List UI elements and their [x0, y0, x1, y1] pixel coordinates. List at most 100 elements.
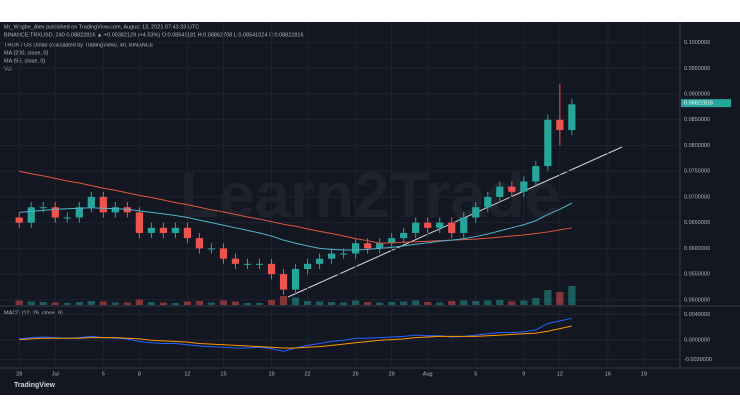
volume-bar — [87, 301, 95, 305]
y-tick-label: 0.0700000 — [684, 194, 710, 200]
volume-bar — [15, 300, 23, 305]
volume-bar — [39, 302, 47, 305]
candle-body — [532, 166, 540, 182]
candle-body — [327, 253, 336, 259]
volume-bar — [111, 302, 119, 305]
candle-body — [159, 227, 167, 233]
macd-line — [19, 325, 572, 349]
volume-bar — [520, 300, 528, 305]
y-tick-label: 0.0000000 — [684, 338, 710, 344]
volume-bar — [219, 300, 228, 305]
legend-entry: MA (50, close, 0) — [4, 58, 45, 64]
candle-body — [39, 207, 47, 209]
candle-body — [544, 119, 552, 167]
candle-body — [352, 243, 360, 254]
volume-bar — [51, 302, 59, 305]
y-tick-label: 0.0900000 — [684, 91, 710, 97]
candle-body — [183, 227, 192, 239]
candle-body — [123, 207, 131, 213]
candle-body — [15, 217, 23, 223]
candle-body — [436, 222, 444, 228]
last-price-box — [681, 99, 731, 108]
volume-bar — [327, 302, 336, 305]
candle-body — [568, 104, 576, 131]
candle-body — [243, 263, 252, 265]
x-tick-label: 26 — [353, 371, 359, 377]
candle-body — [171, 227, 180, 233]
header-line: Mr_Wogbe_Alex published on TradingView.c… — [4, 24, 199, 30]
x-tick-label: 15 — [220, 371, 226, 377]
candle-body — [255, 263, 264, 265]
y-tick-label: 0.0040000 — [684, 312, 710, 318]
volume-bar — [388, 302, 396, 305]
volume-bar — [231, 301, 240, 305]
legend-entry: MA (200, close, 0) — [4, 50, 48, 56]
volume-bar — [544, 290, 552, 305]
volume-bar — [147, 302, 155, 305]
candle-body — [376, 243, 384, 249]
candle-body — [424, 222, 432, 228]
volume-bar — [135, 299, 143, 305]
last-price-label: 0.08822816 — [684, 101, 713, 107]
candle-body — [219, 248, 228, 259]
candle-body — [291, 268, 300, 290]
volume-bar — [315, 301, 324, 305]
volume-bar — [508, 301, 516, 305]
y-tick-label: 0.1000000 — [684, 40, 710, 46]
volume-bar — [63, 303, 71, 305]
candle-body — [340, 253, 348, 255]
x-tick-label: Jul — [52, 371, 59, 377]
candle-body — [99, 196, 107, 213]
volume-bar — [303, 301, 312, 305]
volume-bar — [279, 296, 288, 305]
volume-bar — [532, 298, 540, 305]
candle-body — [207, 248, 216, 250]
volume-bar — [75, 302, 83, 305]
x-tick-label: 12 — [184, 371, 190, 377]
volume-bar — [472, 301, 480, 305]
candle-body — [520, 181, 528, 192]
candle-body — [195, 238, 204, 249]
candle-body — [267, 263, 276, 275]
moving-average — [19, 202, 573, 251]
volume-bar — [376, 302, 384, 305]
y-tick-label: 0.0650000 — [684, 220, 710, 226]
x-tick-label: 19 — [641, 371, 647, 377]
volume-bar — [400, 301, 408, 305]
y-tick-label: 0.0750000 — [684, 169, 710, 175]
volume-bar — [424, 302, 432, 305]
candle-body — [472, 207, 480, 218]
volume-bar — [267, 300, 276, 305]
volume-bar — [291, 297, 300, 305]
candle-body — [303, 263, 312, 269]
volume-bar — [243, 303, 252, 305]
candle-body — [412, 222, 420, 233]
volume-bar — [195, 301, 204, 305]
volume-bar — [352, 300, 360, 305]
x-tick-label: 29 — [389, 371, 395, 377]
x-tick-label: Aug — [423, 371, 433, 377]
x-tick-label: 9 — [522, 371, 525, 377]
x-tick-label: 5 — [474, 371, 477, 377]
volume-bar — [568, 286, 576, 305]
header-line: BINANCE:TRXUSD, 240 0.08822816 ▲ +0.0038… — [4, 32, 304, 38]
candle-body — [400, 232, 408, 239]
volume-bar — [255, 303, 264, 305]
volume-bar — [171, 303, 180, 305]
candle-body — [484, 196, 492, 208]
brand: TradingView — [14, 382, 56, 389]
y-tick-label: 0.0600000 — [684, 246, 710, 252]
y-tick-label: 0.0550000 — [684, 272, 710, 278]
y-tick-label: -0.0030000 — [684, 357, 712, 363]
trend-line — [287, 146, 623, 298]
candle-body — [460, 217, 468, 233]
volume-bar — [99, 301, 107, 305]
legend-title: TRON / US Dollar (calculated by TradingV… — [4, 42, 154, 48]
volume-bar — [484, 300, 492, 305]
candle-body — [63, 217, 71, 219]
candle-body — [87, 196, 95, 208]
x-tick-label: 22 — [304, 371, 310, 377]
candle-body — [27, 207, 35, 223]
candle-body — [231, 258, 240, 264]
